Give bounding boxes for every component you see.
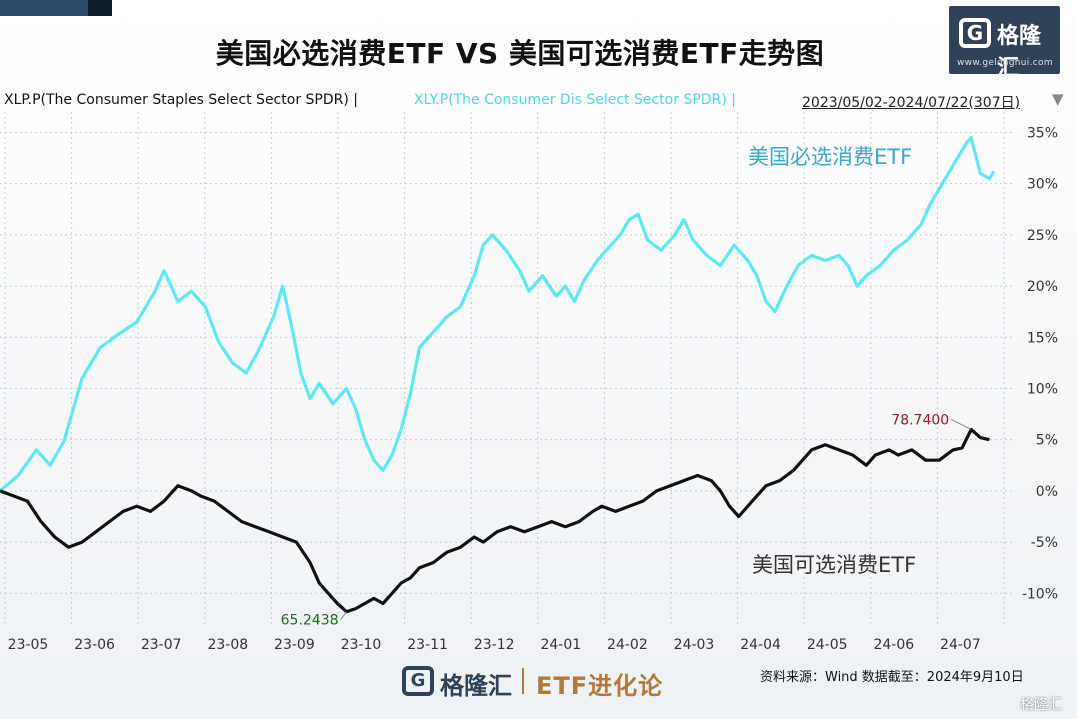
x-tick-label: 24-04 bbox=[740, 637, 781, 653]
y-tick-label: 5% bbox=[1036, 433, 1058, 449]
y-tick-label: 10% bbox=[1027, 381, 1058, 397]
line-chart: 35% 30% 25% 20% 15% 10% 5% 0% -5% -10% 23-05 23-06 2… bbox=[0, 112, 1058, 653]
x-tick-label: 23-09 bbox=[274, 637, 315, 653]
y-tick-label: 15% bbox=[1027, 330, 1058, 346]
annotation-leader bbox=[340, 611, 347, 621]
series-label: 美国可选消费ETF bbox=[752, 553, 916, 577]
max-value-label: 78.7400 bbox=[891, 412, 949, 428]
y-tick-label: 25% bbox=[1027, 228, 1058, 244]
footer-divider bbox=[522, 668, 524, 694]
footer-logo-icon: G bbox=[402, 666, 434, 696]
x-tick-label: 23-05 bbox=[8, 637, 49, 653]
y-tick-label: 30% bbox=[1027, 177, 1058, 193]
chart-title: 美国必选消费ETF VS 美国可选消费ETF走势图 bbox=[215, 37, 825, 70]
footer-brand-name: 格隆汇 bbox=[440, 672, 512, 700]
dropdown-arrow-icon[interactable]: ▼ bbox=[1052, 90, 1064, 108]
y-tick-label: -10% bbox=[1022, 586, 1058, 602]
logo-name: 格隆汇 bbox=[997, 24, 1042, 81]
corner-decoration bbox=[0, 0, 112, 16]
x-tick-label: 23-07 bbox=[141, 637, 182, 653]
x-tick-label: 24-06 bbox=[873, 637, 914, 653]
x-tick-label: 23-12 bbox=[474, 637, 515, 653]
annotation-leader bbox=[950, 418, 972, 430]
y-tick-label: -5% bbox=[1031, 535, 1058, 551]
data-source-note: 资料来源：Wind 数据截至：2024年9月10日 bbox=[760, 670, 1024, 685]
x-tick-label: 24-07 bbox=[940, 637, 981, 653]
x-tick-label: 24-03 bbox=[674, 637, 715, 653]
series-line-xly-p bbox=[0, 136, 996, 493]
x-tick-label: 24-02 bbox=[607, 637, 648, 653]
legend-xlp: XLP.P(The Consumer Staples Select Sector… bbox=[4, 92, 358, 108]
brand-logo: G 格隆汇 www.gelonghui.com bbox=[949, 6, 1060, 81]
footer-column-name: ETF进化论 bbox=[536, 672, 664, 700]
y-tick-label: 35% bbox=[1027, 125, 1058, 141]
min-value-label: 65.2438 bbox=[281, 613, 339, 629]
x-tick-label: 24-05 bbox=[807, 637, 848, 653]
footer-brand: G 格隆汇 ETF进化论 bbox=[402, 664, 722, 700]
legend-xly: XLY.P(The Consumer Dis Select Sector SPD… bbox=[414, 92, 736, 108]
x-tick-label: 23-06 bbox=[74, 637, 115, 653]
watermark: 格隆汇 bbox=[1020, 697, 1062, 713]
y-tick-label: 0% bbox=[1036, 484, 1058, 500]
x-tick-label: 23-10 bbox=[341, 637, 382, 653]
series-line-xlp-p bbox=[0, 427, 990, 614]
y-tick-label: 20% bbox=[1027, 279, 1058, 295]
logo-url: www.gelonghui.com bbox=[957, 58, 1053, 68]
x-tick-label: 24-01 bbox=[540, 637, 581, 653]
logo-glyph-icon: G bbox=[959, 18, 991, 48]
series-label: 美国必选消费ETF bbox=[748, 145, 912, 169]
x-tick-label: 23-11 bbox=[407, 637, 448, 653]
x-tick-label: 23-08 bbox=[207, 637, 248, 653]
date-range-selector[interactable]: 2023/05/02-2024/07/22(307日) bbox=[802, 95, 1021, 111]
legend-bar: XLP.P(The Consumer Staples Select Sector… bbox=[0, 88, 1077, 112]
